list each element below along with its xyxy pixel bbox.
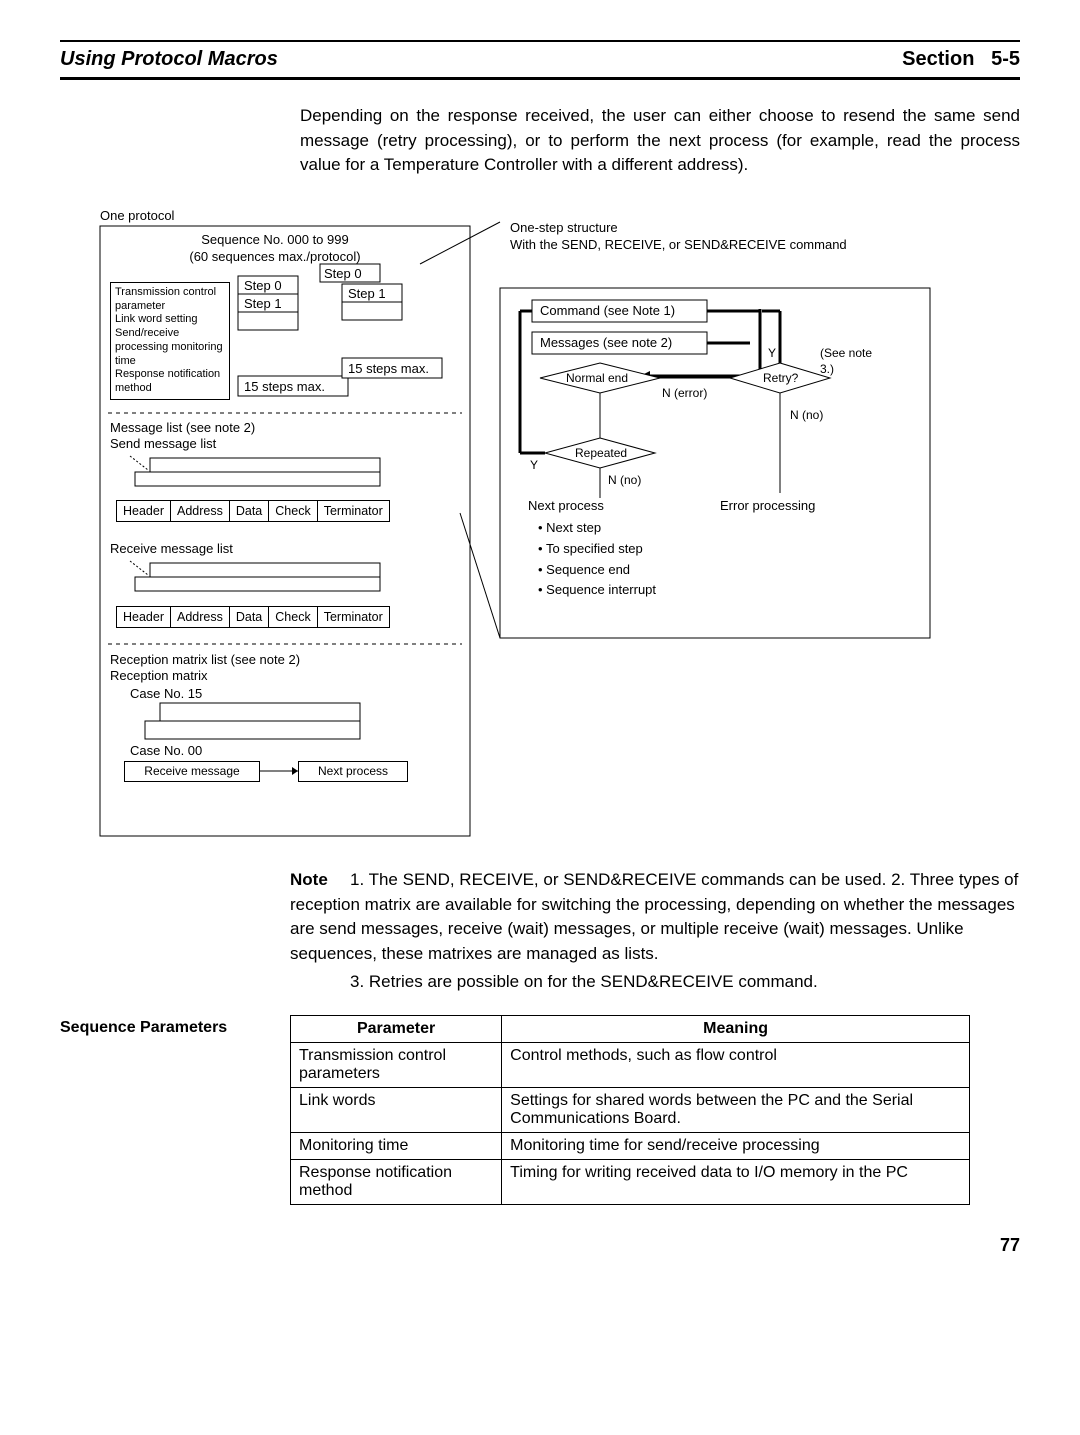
next-bullets: • Next step • To specified step • Sequen… <box>538 518 656 601</box>
params-heading: Sequence Parameters <box>60 1015 290 1037</box>
see-note3: (See note 3.) <box>820 346 880 377</box>
step1b: Step 1 <box>348 286 386 303</box>
note-3: 3. Retries are possible on for the SEND&… <box>350 970 1020 995</box>
recv-list-label: Receive message list <box>110 541 233 558</box>
onestep-title: One-step structure With the SEND, RECEIV… <box>510 220 847 254</box>
page-header: Using Protocol Macros Section 5-5 <box>60 40 1020 80</box>
n-error: N (error) <box>662 386 707 402</box>
notes-block: Note1. The SEND, RECEIVE, or SEND&RECEIV… <box>290 868 1020 995</box>
header-title: Using Protocol Macros <box>60 48 278 71</box>
recv-fields: HeaderAddressDataCheckTerminator <box>116 606 390 628</box>
msg-list-label: Message list (see note 2) <box>110 420 255 437</box>
page-number: 77 <box>60 1235 1020 1256</box>
messages-box: Messages (see note 2) <box>540 335 672 352</box>
send-fields: HeaderAddressDataCheckTerminator <box>116 500 390 522</box>
protocol-diagram: One protocol Sequence No. 000 to 999 (60… <box>60 208 1020 848</box>
repeated: Repeated <box>575 446 627 462</box>
retry-y: Y <box>768 346 776 362</box>
note-label: Note <box>290 868 350 893</box>
send-list-label: Send message list <box>110 436 216 453</box>
table-row: Monitoring timeMonitoring time for send/… <box>291 1133 970 1160</box>
col-meaning: Meaning <box>502 1016 970 1043</box>
next-process-label: Next process <box>528 498 604 515</box>
table-row: Response notification methodTiming for w… <box>291 1160 970 1205</box>
recv-msg-box: Receive message <box>124 761 260 782</box>
repeated-y: Y <box>530 458 538 474</box>
col-parameter: Parameter <box>291 1016 502 1043</box>
steps-max-a: 15 steps max. <box>244 379 325 396</box>
step1a: Step 1 <box>244 296 282 313</box>
one-protocol-label: One protocol <box>100 208 174 225</box>
next-proc-box: Next process <box>298 761 408 782</box>
retry-n: N (no) <box>790 408 823 424</box>
recep-sub: Reception matrix <box>110 668 208 685</box>
table-header-row: Parameter Meaning <box>291 1016 970 1043</box>
steps-max-b: 15 steps max. <box>348 361 429 378</box>
table-row: Transmission control parametersControl m… <box>291 1043 970 1088</box>
note-1: 1. The SEND, RECEIVE, or SEND&RECEIVE co… <box>350 870 886 889</box>
header-section: Section 5-5 <box>902 48 1020 71</box>
case15: Case No. 15 <box>130 686 202 703</box>
intro-paragraph: Depending on the response received, the … <box>300 104 1020 178</box>
case00: Case No. 00 <box>130 743 202 760</box>
step0a: Step 0 <box>244 278 282 295</box>
param-list: Transmission control parameter Link word… <box>110 282 230 400</box>
repeated-n: N (no) <box>608 473 641 489</box>
command-box: Command (see Note 1) <box>540 303 675 320</box>
retry: Retry? <box>763 371 798 387</box>
table-row: Link wordsSettings for shared words betw… <box>291 1088 970 1133</box>
step0b: Step 0 <box>324 266 362 283</box>
error-proc-label: Error processing <box>720 498 815 515</box>
normal-end: Normal end <box>566 371 628 387</box>
params-section: Sequence Parameters Parameter Meaning Tr… <box>60 1015 1020 1205</box>
seq-title: Sequence No. 000 to 999 (60 sequences ma… <box>170 232 380 266</box>
params-table: Parameter Meaning Transmission control p… <box>290 1015 970 1205</box>
recep-title: Reception matrix list (see note 2) <box>110 652 300 669</box>
